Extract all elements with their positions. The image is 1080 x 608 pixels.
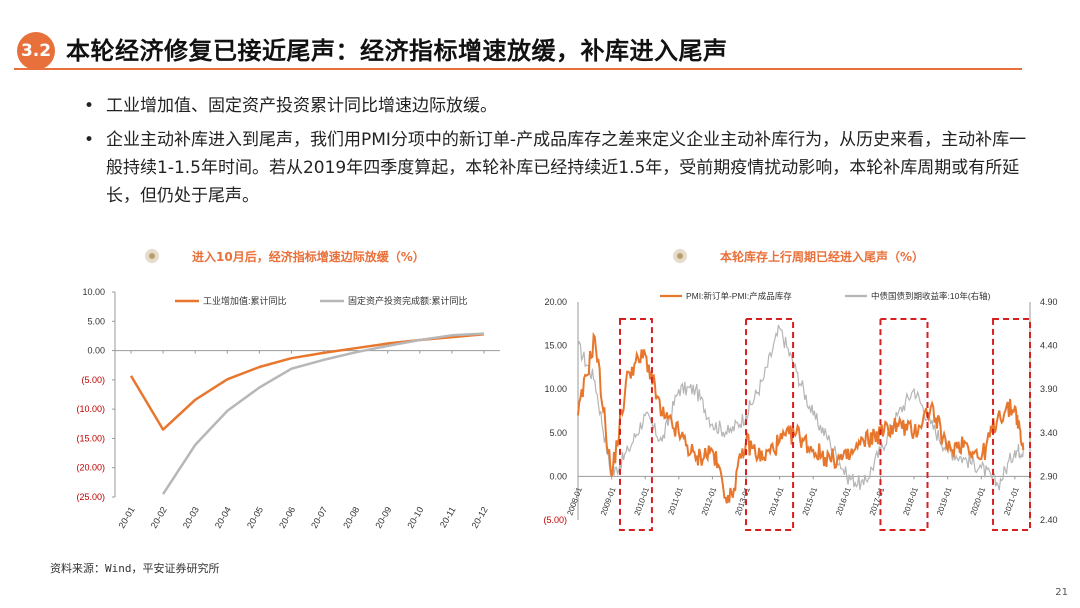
legend-label: 中债国债到期收益率:10年(右轴) <box>871 291 991 301</box>
x-tick-label: 2010-01 <box>633 485 652 516</box>
x-tick-label: 20-11 <box>438 505 458 529</box>
fixed-asset-investment-line <box>162 332 485 495</box>
x-tick-label: 2019-01 <box>935 485 954 516</box>
x-tick-label: 2018-01 <box>901 485 920 516</box>
y-left-tick-label: (5.00) <box>543 515 567 525</box>
bullet-text: 企业主动补库进入到尾声，我们用PMI分项中的新订单-产成品库存之差来定义企业主动… <box>106 130 1027 206</box>
legend-label: 固定资产投资完成额:累计同比 <box>348 295 468 306</box>
y-left-tick-label: 5.00 <box>549 428 567 438</box>
bond-yield-line <box>577 324 1024 491</box>
x-tick-label: 20-01 <box>117 505 137 530</box>
y-tick-label: 10.00 <box>82 287 105 297</box>
x-tick-label: 20-05 <box>245 505 265 530</box>
y-left-tick-label: 10.00 <box>544 384 567 394</box>
y-tick-label: (25.00) <box>76 492 105 502</box>
x-tick-label: 20-09 <box>373 505 393 530</box>
x-tick-label: 20-04 <box>213 505 233 530</box>
x-tick-label: 2016-01 <box>834 485 853 516</box>
bullet-item: • 企业主动补库进入到尾声，我们用PMI分项中的新订单-产成品库存之差来定义企业… <box>84 126 1039 210</box>
bullet-marker: • <box>84 130 95 150</box>
highlight-box <box>745 318 795 531</box>
y-right-tick-label: 2.90 <box>1040 471 1058 481</box>
bullet-marker: • <box>84 96 95 116</box>
x-tick-label: 20-03 <box>181 505 201 530</box>
bullet-text: 工业增加值、固定资产投资累计同比增速边际放缓。 <box>106 96 497 116</box>
x-tick-label: 20-08 <box>341 505 361 530</box>
y-right-tick-label: 4.90 <box>1040 297 1058 307</box>
left-chart-subtitle: 进入10月后，经济指标增速边际放缓（%） <box>192 250 425 264</box>
y-tick-label: 5.00 <box>87 316 105 326</box>
x-tick-label: 2012-01 <box>700 485 719 516</box>
x-tick-label: 2008-01 <box>565 485 584 516</box>
y-left-tick-label: 15.00 <box>544 341 567 351</box>
title-divider <box>14 68 1022 70</box>
industrial-value-added-line <box>129 332 485 431</box>
x-tick-label: 20-12 <box>470 505 490 530</box>
highlight-box <box>619 318 653 531</box>
x-tick-label: 2021-01 <box>1002 485 1021 516</box>
x-tick-label: 20-02 <box>149 505 169 530</box>
highlight-box <box>992 318 1031 531</box>
y-right-tick-label: 2.40 <box>1040 515 1058 525</box>
highlight-box <box>879 318 929 531</box>
y-left-tick-label: 0.00 <box>549 471 567 481</box>
y-tick-label: (15.00) <box>76 433 105 443</box>
bullet-item: • 工业增加值、固定资产投资累计同比增速边际放缓。 <box>84 92 1039 120</box>
y-tick-label: (5.00) <box>81 375 105 385</box>
section-number-badge: 3.2 <box>17 32 55 70</box>
x-tick-label: 2020-01 <box>969 485 988 516</box>
slide-title: 本轮经济修复已接近尾声：经济指标增速放缓，补库进入尾声 <box>66 37 728 65</box>
bullet-list: • 工业增加值、固定资产投资累计同比增速边际放缓。 • 企业主动补库进入到尾声，… <box>84 92 1039 216</box>
pmi-spread-line <box>577 331 1025 504</box>
x-tick-label: 20-06 <box>277 505 297 530</box>
right-chart-subtitle: 本轮库存上行周期已经进入尾声（%） <box>720 250 925 264</box>
x-tick-label: 2017-01 <box>868 485 887 516</box>
y-right-tick-label: 3.40 <box>1040 428 1058 438</box>
y-right-tick-label: 3.90 <box>1040 384 1058 394</box>
y-tick-label: (10.00) <box>76 404 105 414</box>
x-tick-label: 20-07 <box>309 505 329 530</box>
target-icon <box>673 249 687 263</box>
x-tick-label: 20-10 <box>405 505 425 530</box>
x-tick-label: 2014-01 <box>767 485 786 516</box>
legend-label: PMI:新订单-PMI:产成品库存 <box>686 291 792 301</box>
source-note: 资料来源：Wind，平安证券研究所 <box>50 562 220 575</box>
y-tick-label: (20.00) <box>76 463 105 473</box>
x-tick-label: 2009-01 <box>599 485 618 516</box>
target-icon <box>145 249 159 263</box>
x-tick-label: 2015-01 <box>801 485 820 516</box>
left-chart: 10.00 5.00 0.00 (5.00) (10.00) (15.00) (20.00)… <box>76 287 500 530</box>
x-tick-label: 2011-01 <box>666 485 684 516</box>
y-tick-label: 0.00 <box>87 346 105 356</box>
y-right-tick-label: 4.40 <box>1040 341 1058 351</box>
y-left-tick-label: 20.00 <box>544 297 567 307</box>
legend-label: 工业增加值:累计同比 <box>203 295 287 306</box>
right-chart: 20.00 15.00 10.00 5.00 0.00 (5.00) 4.90 4.40 3.9… <box>543 291 1058 531</box>
page-number: 21 <box>1055 587 1068 598</box>
